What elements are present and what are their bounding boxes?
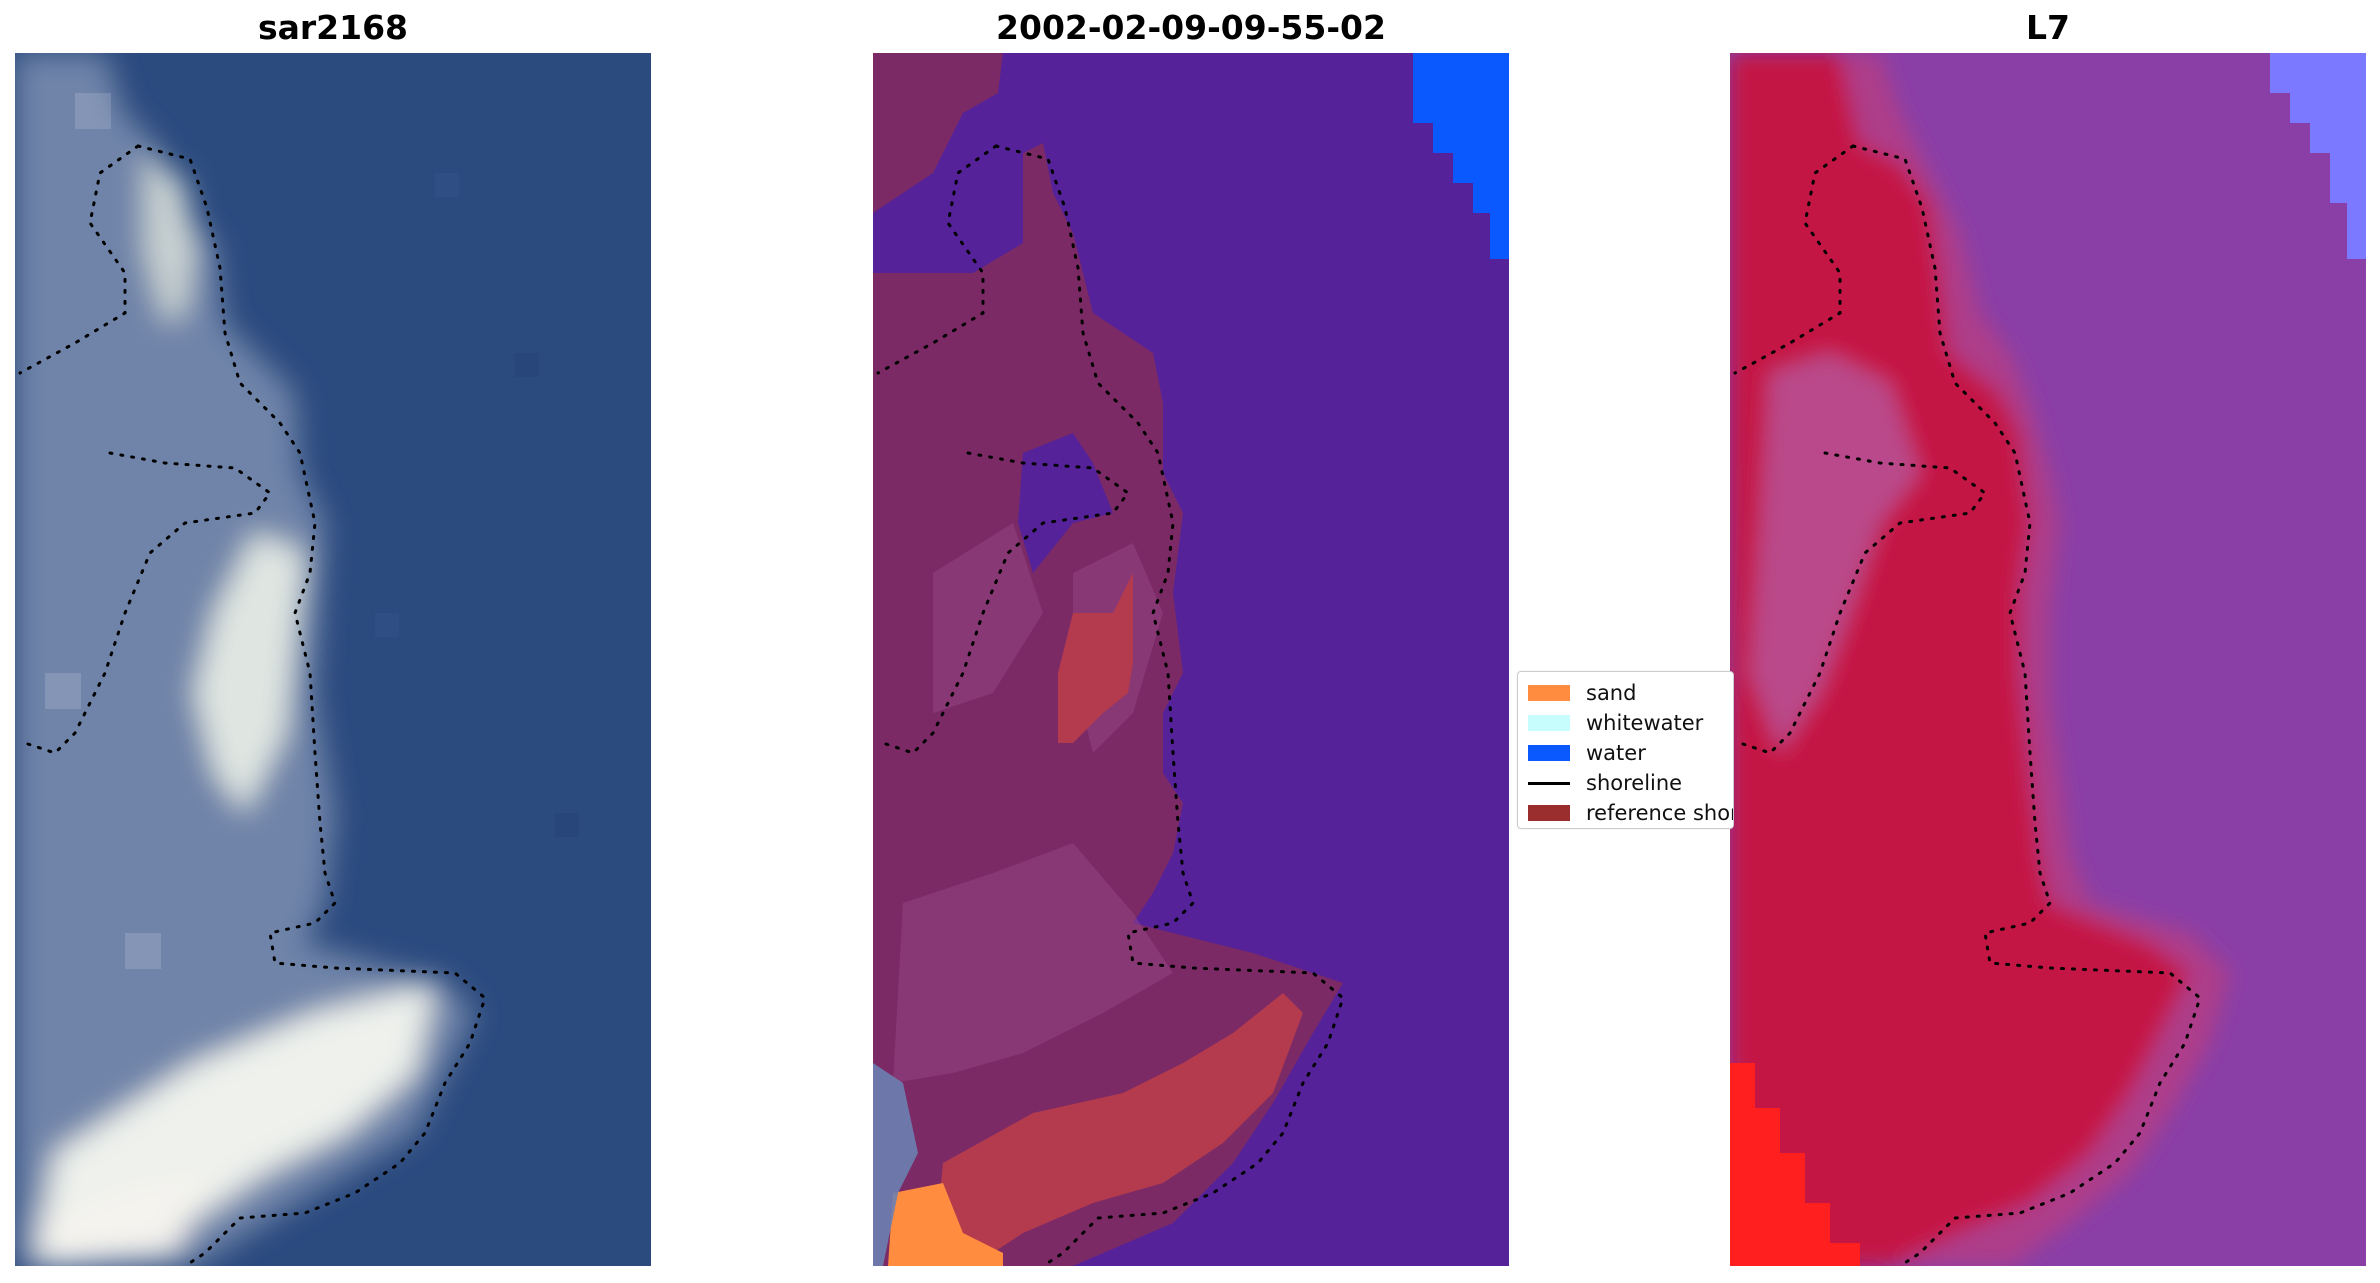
l7-land-core <box>1730 53 2190 1266</box>
legend-swatch-whitewater <box>1528 715 1570 731</box>
legend-label-shoreline: shoreline <box>1586 771 1683 795</box>
panel-title-date: 2002-02-09-09-55-02 <box>996 8 1386 47</box>
rgb-foam-middle <box>195 533 305 813</box>
rgb-foam-upper <box>145 153 195 323</box>
l7-bright-corner <box>1730 1063 1860 1266</box>
legend-label-water: water <box>1586 741 1646 765</box>
class-water-class-area <box>1413 53 1509 259</box>
class-sand-overlay-middle <box>1058 573 1133 743</box>
legend-swatch-water <box>1528 745 1570 761</box>
legend-label-reference-shoreline: reference shoreline <box>1586 801 1734 825</box>
panel-title-rgb: sar2168 <box>257 8 409 47</box>
l7-land-inlet <box>1750 353 1920 753</box>
class-rgb-corner <box>873 1063 918 1266</box>
l7-reference-shoreline <box>1733 144 2202 1266</box>
rgb-foam-bottom <box>35 1173 215 1266</box>
rgb-reference-shoreline <box>18 144 487 1266</box>
legend-swatch-sand <box>1528 685 1570 701</box>
legend: sand whitewater water shoreline referenc… <box>1517 671 1734 829</box>
legend-swatch-shoreline <box>1528 775 1570 791</box>
rgb-satellite-image <box>15 53 651 1266</box>
l7-sky-blue-corner <box>2270 53 2366 259</box>
legend-item-water: water <box>1528 740 1646 766</box>
legend-label-whitewater: whitewater <box>1586 711 1704 735</box>
legend-item-shoreline: shoreline <box>1528 770 1682 796</box>
class-reference-shoreline <box>876 144 1345 1266</box>
rgb-pixel-texture <box>45 93 579 969</box>
l7-false-color-image <box>1730 53 2366 1266</box>
legend-item-whitewater: whitewater <box>1528 710 1703 736</box>
class-sand-area <box>888 1183 1003 1266</box>
legend-label-sand: sand <box>1586 681 1637 705</box>
legend-item-sand: sand <box>1528 680 1636 706</box>
class-sand-overlay-lower <box>933 993 1303 1266</box>
legend-item-reference-shoreline: reference shoreline <box>1528 800 1734 826</box>
classified-image <box>873 53 1509 1266</box>
legend-swatch-reference-shoreline <box>1528 805 1570 821</box>
panel-title-l7: L7 <box>2026 8 2070 47</box>
